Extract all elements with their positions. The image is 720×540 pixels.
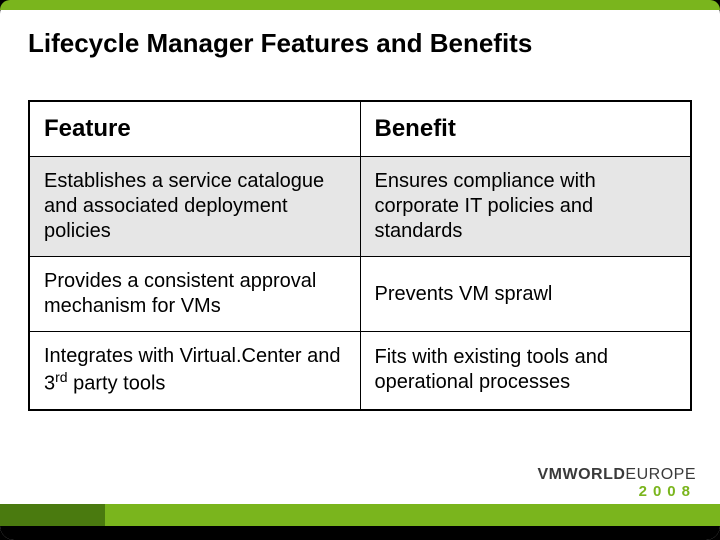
logo-bold: VMWORLD — [537, 466, 625, 483]
cell-feature: Establishes a service catalogue and asso… — [29, 157, 360, 257]
cell-feature: Provides a consistent approval mechanism… — [29, 257, 360, 332]
page-title: Lifecycle Manager Features and Benefits — [28, 28, 532, 59]
slide: Lifecycle Manager Features and Benefits … — [0, 0, 720, 540]
logo-year: 2008 — [537, 484, 696, 501]
table-row: Integrates with Virtual.Center and 3rd p… — [29, 332, 691, 410]
footer-black-strip — [0, 526, 720, 540]
cell-benefit: Fits with existing tools and operational… — [360, 332, 691, 410]
top-accent-stripe — [0, 0, 720, 10]
table-row: Provides a consistent approval mechanism… — [29, 257, 691, 332]
logo-line1: VMWORLDEUROPE — [537, 467, 696, 483]
table-row: Establishes a service catalogue and asso… — [29, 157, 691, 257]
table-header-row: Feature Benefit — [29, 101, 691, 157]
column-header-benefit: Benefit — [360, 101, 691, 157]
footer-accent-bar — [0, 504, 720, 526]
cell-benefit: Ensures compliance with corporate IT pol… — [360, 157, 691, 257]
cell-benefit: Prevents VM sprawl — [360, 257, 691, 332]
footer-accent-bar-dark — [0, 504, 105, 526]
cell-feature: Integrates with Virtual.Center and 3rd p… — [29, 332, 360, 410]
features-table: Feature Benefit Establishes a service ca… — [28, 100, 692, 411]
logo-thin: EUROPE — [625, 466, 696, 483]
column-header-feature: Feature — [29, 101, 360, 157]
event-logo: VMWORLDEUROPE 2008 — [537, 467, 696, 501]
